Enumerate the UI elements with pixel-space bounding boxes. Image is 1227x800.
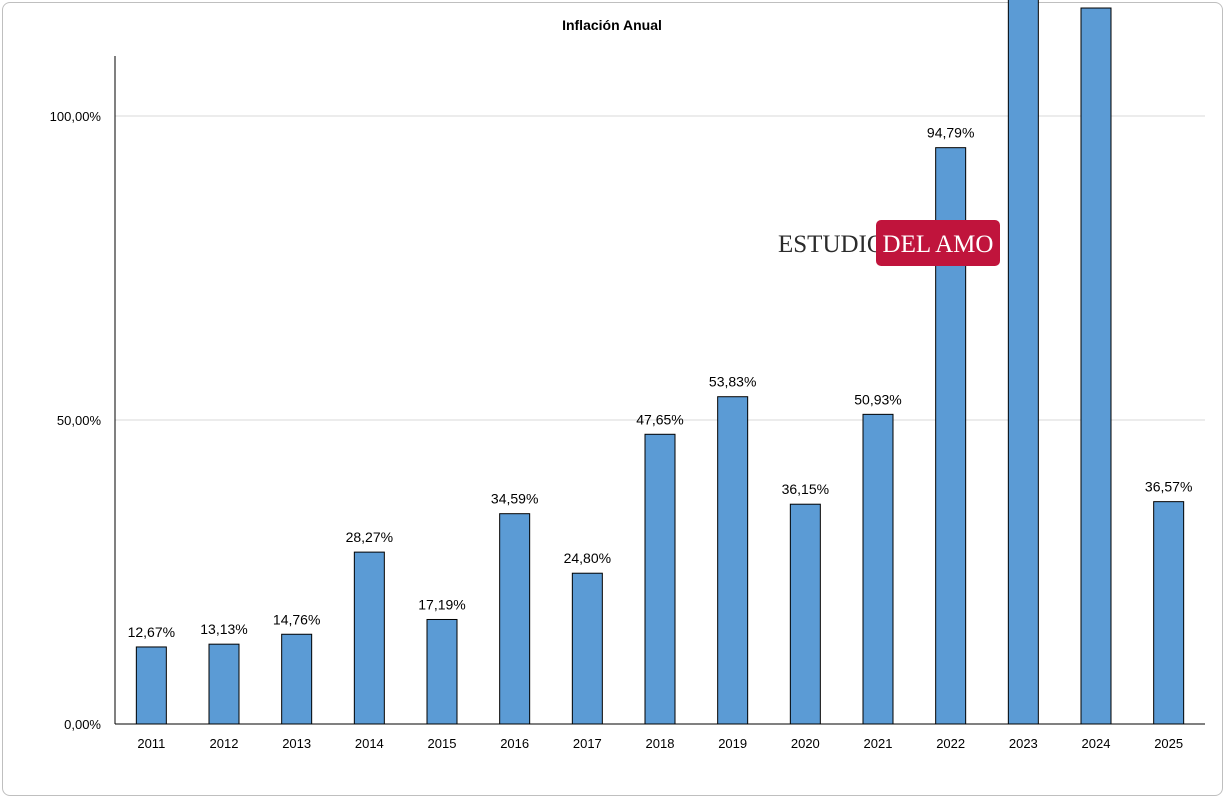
x-tick-label-2011: 2011 bbox=[137, 736, 165, 751]
data-label-2013: 14,76% bbox=[273, 611, 320, 627]
x-axis-tick-labels: 2011 2012 2013 2014 2015 2016 2017 2018 2019 2020… bbox=[137, 736, 1183, 751]
data-label-2019: 53,83% bbox=[709, 374, 756, 390]
x-tick-label-2024: 2024 bbox=[1082, 736, 1111, 751]
data-labels: 12,67% 13,13% 14,76% 28,27% 17,19% 34,59% 24,8… bbox=[128, 0, 1193, 640]
x-tick-label-2015: 2015 bbox=[428, 736, 457, 751]
bar-2011 bbox=[135, 646, 167, 725]
y-tick-label: 100,00% bbox=[50, 109, 102, 124]
data-label-2015: 17,19% bbox=[418, 596, 465, 612]
data-label-2018: 47,65% bbox=[636, 411, 683, 427]
x-tick-label-2018: 2018 bbox=[646, 736, 675, 751]
x-tick-label-2017: 2017 bbox=[573, 736, 602, 751]
logo-badge bbox=[876, 220, 1000, 266]
y-tick-label: 50,00% bbox=[57, 413, 102, 428]
data-label-2011: 12,67% bbox=[128, 624, 175, 640]
logo-text-estudio: ESTUDIO bbox=[778, 231, 885, 258]
x-tick-label-2020: 2020 bbox=[791, 736, 820, 751]
x-tick-label-2013: 2013 bbox=[282, 736, 311, 751]
x-tick-label-2014: 2014 bbox=[355, 736, 384, 751]
bars bbox=[135, 0, 1185, 725]
x-tick-label-2021: 2021 bbox=[864, 736, 893, 751]
data-label-2021: 50,93% bbox=[854, 391, 901, 407]
bar-2016 bbox=[499, 513, 531, 725]
bar-2014 bbox=[353, 551, 385, 725]
data-label-2025: 36,57% bbox=[1145, 479, 1192, 495]
data-label-2016: 34,59% bbox=[491, 491, 538, 507]
bar-2019 bbox=[717, 396, 749, 725]
bar-2023 bbox=[1007, 0, 1039, 725]
data-label-2024: 117,76% bbox=[1069, 0, 1123, 1]
bar-2018 bbox=[644, 433, 676, 725]
bar-2013 bbox=[281, 633, 313, 725]
x-tick-label-2025: 2025 bbox=[1154, 736, 1183, 751]
bar-2024 bbox=[1080, 7, 1112, 725]
x-tick-label-2019: 2019 bbox=[718, 736, 747, 751]
bar-2025 bbox=[1153, 501, 1185, 725]
chart-title: Inflación Anual bbox=[562, 17, 662, 33]
data-label-2020: 36,15% bbox=[782, 481, 829, 497]
data-label-2012: 13,13% bbox=[200, 621, 247, 637]
gridlines bbox=[115, 115, 1205, 421]
data-label-2014: 28,27% bbox=[346, 529, 393, 545]
bar-2020 bbox=[789, 503, 821, 725]
y-axis-tick-labels: 0,00%50,00%100,00%150,00%200,00% bbox=[50, 109, 102, 732]
data-label-2017: 24,80% bbox=[564, 550, 611, 566]
x-tick-label-2023: 2023 bbox=[1009, 736, 1038, 751]
x-tick-label-2016: 2016 bbox=[500, 736, 529, 751]
logo-text-del-amo: DEL AMO bbox=[883, 231, 994, 258]
y-tick-label: 0,00% bbox=[64, 717, 101, 732]
bar-2017 bbox=[571, 572, 603, 725]
x-tick-label-2012: 2012 bbox=[210, 736, 239, 751]
data-label-2022: 94,79% bbox=[927, 125, 974, 141]
x-tick-label-2022: 2022 bbox=[936, 736, 965, 751]
bar-2012 bbox=[208, 643, 240, 725]
estudio-del-amo-logo: ESTUDIO DEL AMO bbox=[778, 220, 1000, 266]
bar-2015 bbox=[426, 618, 458, 725]
bar-2021 bbox=[862, 413, 894, 725]
